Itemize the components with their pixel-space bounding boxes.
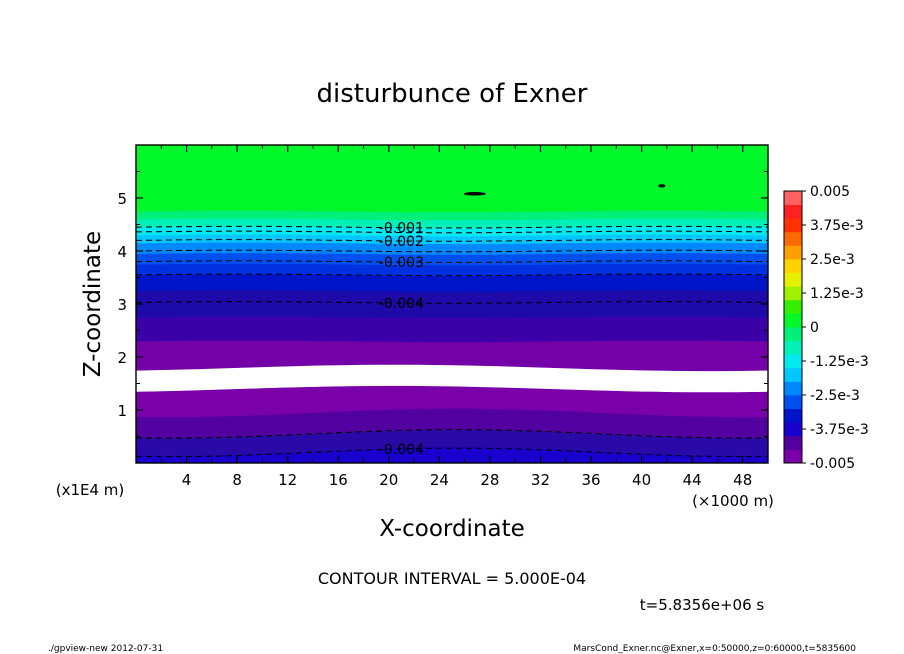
contour-line-3 (135, 273, 769, 277)
contour-band-10 (135, 252, 769, 266)
x-axis-ticks: 4 8 12 16 20 24 28 32 36 40 44 48 (160, 145, 752, 489)
contour-line-7 (135, 230, 769, 234)
colorbar-segment-17 (784, 218, 802, 233)
chart-title: disturbunce of Exner (317, 79, 588, 109)
contour-band-11 (135, 242, 769, 255)
x-tick-label: 12 (278, 471, 297, 489)
colorbar-label: 1.25e-3 (810, 286, 864, 302)
contour-line-4 (135, 260, 769, 263)
colorbar-label: 2.5e-3 (810, 252, 855, 268)
colorbar-segment-19 (784, 191, 802, 205)
colorbar-label: -2.5e-3 (810, 388, 860, 404)
contour-label-4: -0.003 (379, 255, 424, 271)
time-annotation: t=5.8356e+06 s (640, 596, 765, 614)
x-tick-label: 8 (232, 471, 242, 489)
contour-line-5 (135, 249, 769, 253)
colorbar-segment-18 (784, 204, 802, 219)
contour-band-6 (135, 316, 769, 343)
footer-right: MarsCond_Exner.nc@Exner,x=0:50000,z=0:60… (573, 644, 856, 654)
y-axis-label: Z-coordinate (80, 231, 106, 377)
colorbar-segment-5 (784, 381, 802, 396)
colorbar-label: 0.005 (810, 184, 850, 200)
contour-blob-0 (463, 191, 486, 196)
colorbar (784, 191, 802, 464)
contour-band-8 (135, 273, 769, 292)
contour-line-2 (135, 301, 769, 304)
contour-line-8 (135, 225, 769, 229)
contour-interval-note: CONTOUR INTERVAL = 5.000E-04 (318, 569, 586, 588)
x-tick-label: 48 (733, 471, 752, 489)
colorbar-segment-11 (784, 299, 802, 314)
x-tick-label: 4 (182, 471, 192, 489)
y-tick-label: 1 (117, 402, 127, 420)
x-tick-label: 16 (329, 471, 348, 489)
colorbar-segment-3 (784, 408, 802, 423)
colorbar-label: -1.25e-3 (810, 354, 869, 370)
x-tick-label: 20 (379, 471, 398, 489)
colorbar-segment-7 (784, 354, 802, 369)
contour-lines: -0.004 -0.004 -0.003 -0.002-0.001 (135, 221, 769, 458)
colorbar-segment-16 (784, 231, 802, 246)
y-tick-label: 2 (117, 349, 127, 367)
colorbar-label: 0 (810, 320, 819, 336)
colorbar-segment-8 (784, 340, 802, 355)
colorbar-segment-1 (784, 435, 802, 450)
contour-line-6 (135, 239, 769, 242)
colorbar-segment-0 (784, 449, 802, 464)
y-tick-label: 3 (117, 296, 127, 314)
colorbar-segment-15 (784, 245, 802, 260)
colorbar-segment-9 (784, 327, 802, 341)
colorbar-segment-14 (784, 259, 802, 273)
y-axis-unit: (x1E4 m) (56, 481, 125, 499)
contour-label-0: -0.004 (379, 442, 424, 458)
colorbar-segment-4 (784, 395, 802, 409)
x-tick-label: 32 (531, 471, 550, 489)
x-axis-label: X-coordinate (379, 516, 525, 542)
colorbar-segment-10 (784, 313, 802, 328)
colorbar-label: -0.005 (810, 456, 855, 472)
footer-left: ./gpview-new 2012-07-31 (48, 644, 163, 654)
colorbar-segment-12 (784, 286, 802, 301)
y-tick-label: 5 (117, 190, 127, 208)
contour-line-0 (135, 447, 769, 458)
contour-band-16 (135, 144, 769, 213)
x-tick-label: 24 (430, 471, 449, 489)
colorbar-segment-13 (784, 272, 802, 287)
x-tick-label: 28 (480, 471, 499, 489)
colorbar-segment-6 (784, 367, 802, 382)
contour-fill-bands (135, 144, 769, 464)
contour-label-8: -0.001 (379, 221, 424, 237)
colorbar-labels: 0.005 3.75e-3 2.5e-3 1.25e-3 0 -1.25e-3 -2.5e-… (802, 184, 869, 472)
y-axis-ticks: 1 2 3 4 5 (117, 171, 768, 437)
contour-label-6: -0.002 (379, 234, 424, 250)
contour-label-2: -0.004 (379, 296, 424, 312)
colorbar-label: 3.75e-3 (810, 218, 864, 234)
x-tick-label: 40 (632, 471, 651, 489)
y-tick-label: 4 (117, 243, 127, 261)
contour-band-7 (135, 289, 769, 319)
x-axis-unit: (×1000 m) (692, 492, 774, 510)
x-tick-label: 36 (581, 471, 600, 489)
x-tick-label: 44 (683, 471, 702, 489)
colorbar-label: -3.75e-3 (810, 422, 869, 438)
colorbar-segment-2 (784, 422, 802, 437)
contour-line-1 (135, 429, 769, 439)
contour-blob-1 (658, 184, 666, 188)
contour-small-features (463, 184, 666, 196)
